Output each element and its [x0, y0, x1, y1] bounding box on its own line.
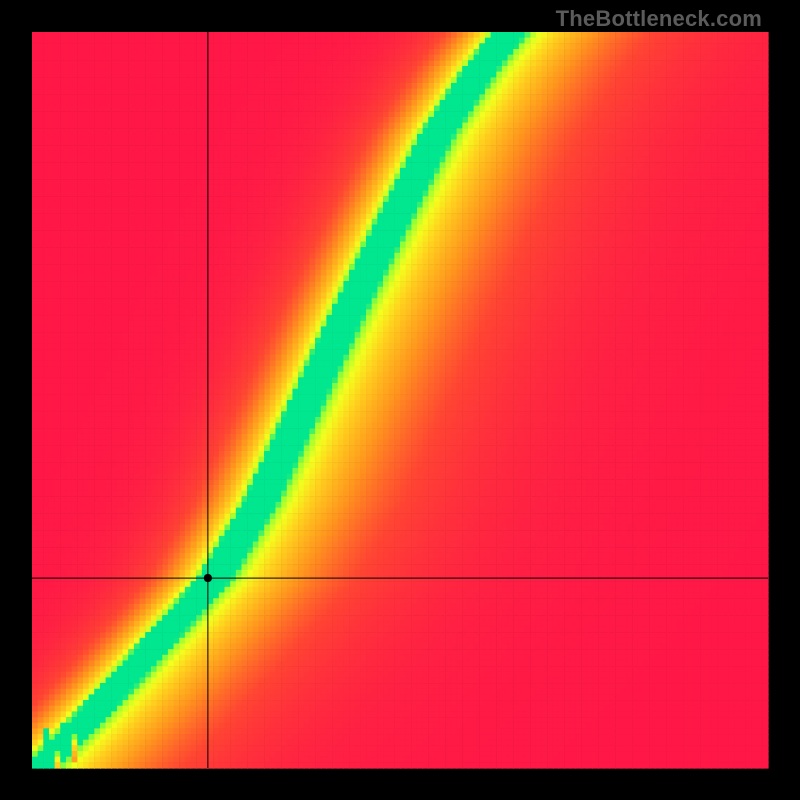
watermark-text: TheBottleneck.com: [556, 6, 762, 32]
bottleneck-heatmap: [0, 0, 800, 800]
chart-container: { "watermark": { "text": "TheBottleneck.…: [0, 0, 800, 800]
